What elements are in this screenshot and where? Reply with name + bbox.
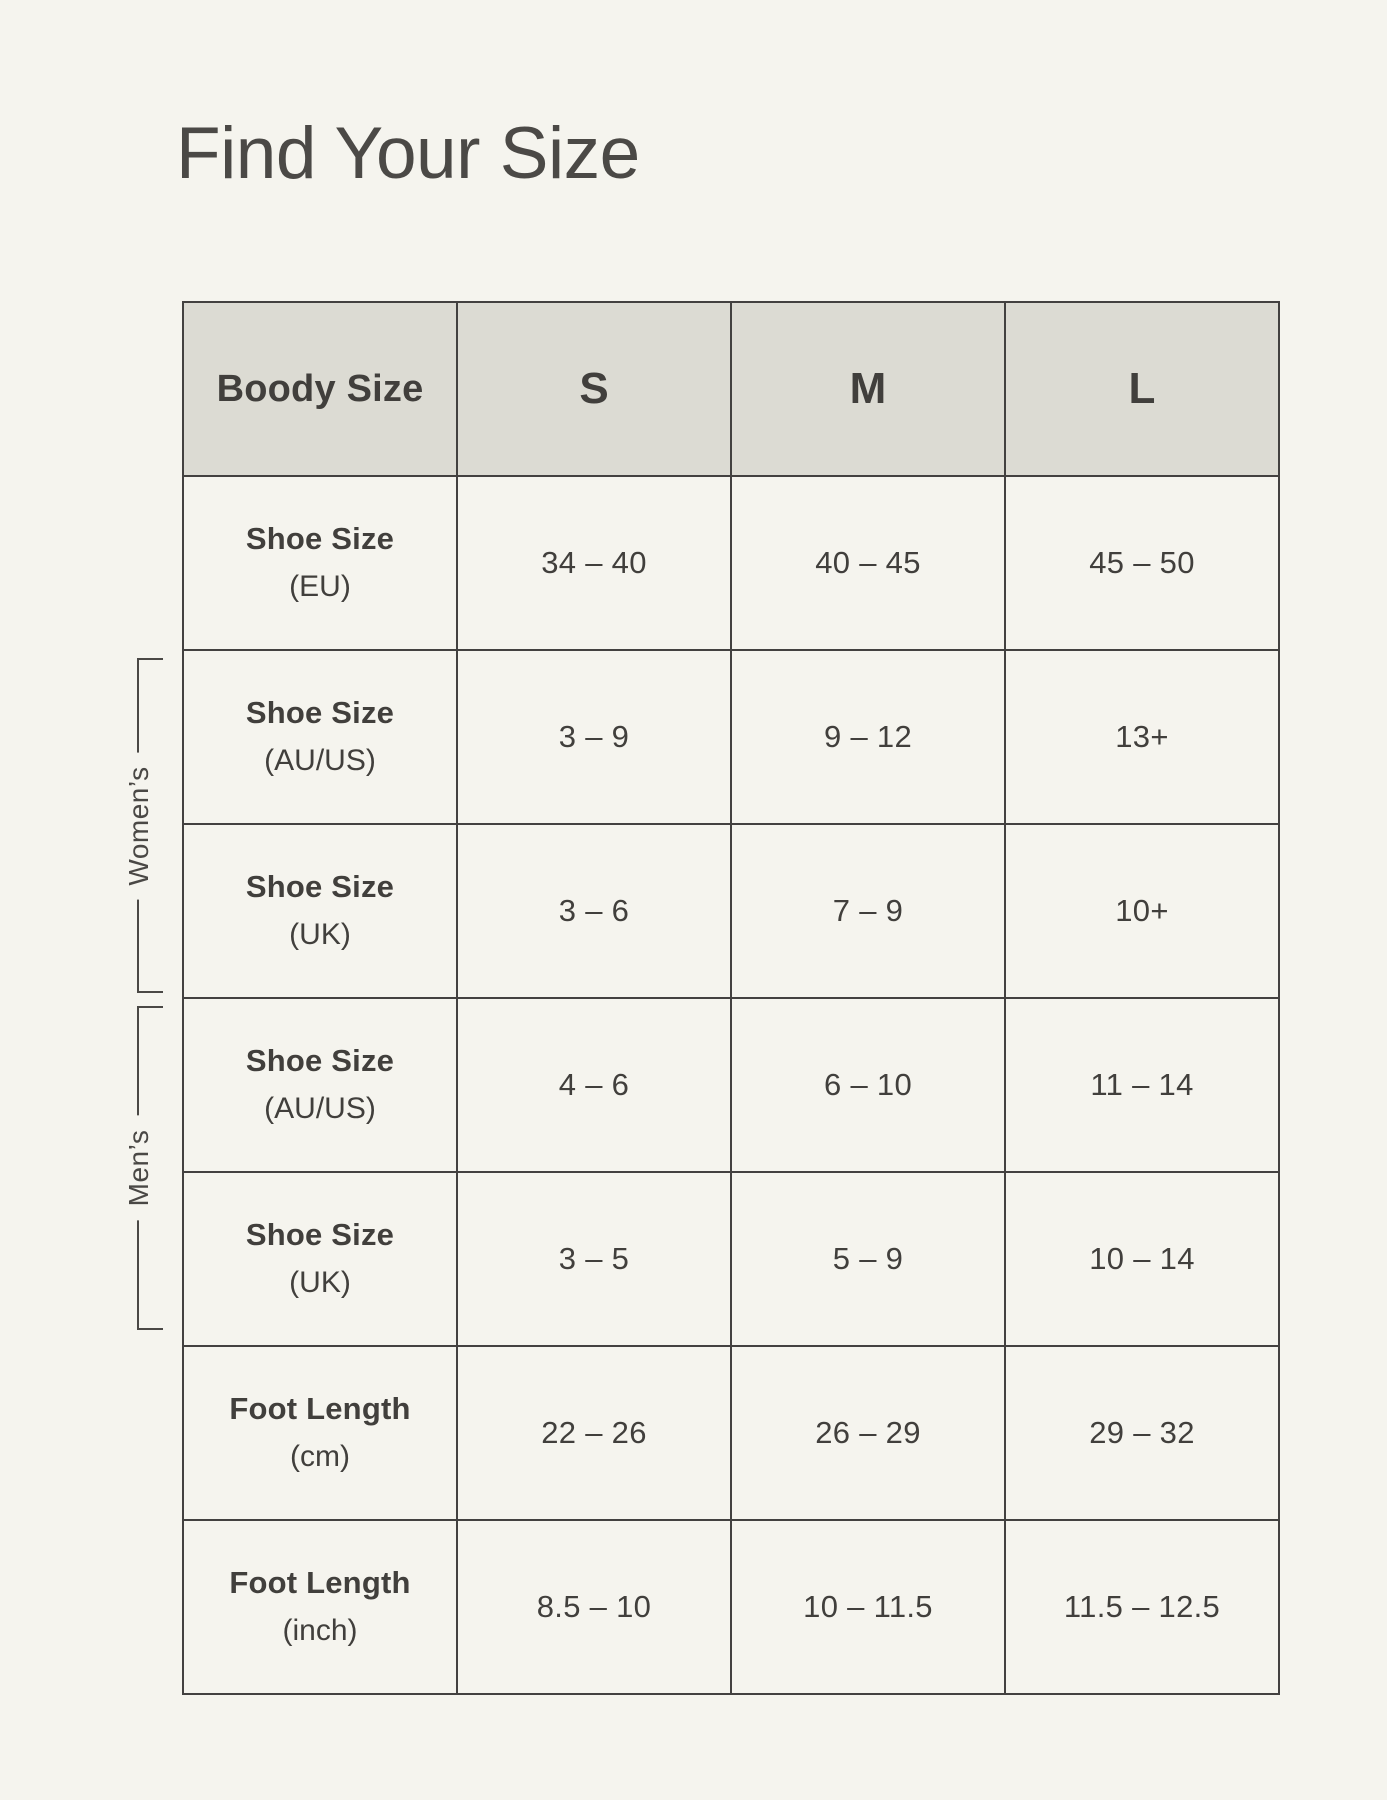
row-label: Foot Length xyxy=(229,1391,411,1426)
row-label-cell: Shoe Size (UK) xyxy=(182,1171,458,1347)
header-cell-size-s: S xyxy=(456,301,732,477)
size-value-cell: 10+ xyxy=(1004,823,1280,999)
size-value-cell: 5 – 9 xyxy=(730,1171,1006,1347)
size-value-cell: 6 – 10 xyxy=(730,997,1006,1173)
row-label-unit: (EU) xyxy=(289,570,351,603)
size-value-cell: 29 – 32 xyxy=(1004,1345,1280,1521)
size-value-cell: 13+ xyxy=(1004,649,1280,825)
header-cell-size-l: L xyxy=(1004,301,1280,477)
size-value-cell: 10 – 11.5 xyxy=(730,1519,1006,1695)
size-value-cell: 22 – 26 xyxy=(456,1345,732,1521)
row-label-unit: (AU/US) xyxy=(264,744,376,777)
row-label-cell: Foot Length (cm) xyxy=(182,1345,458,1521)
row-label: Shoe Size xyxy=(245,869,395,904)
size-value-cell: 40 – 45 xyxy=(730,475,1006,651)
mens-group-bracket: Men’s xyxy=(113,1006,165,1330)
row-label-unit: (AU/US) xyxy=(264,1092,376,1125)
size-value-cell: 7 – 9 xyxy=(730,823,1006,999)
table-row: Foot Length (inch) 8.5 – 10 10 – 11.5 11.5 –… xyxy=(182,1519,1280,1695)
table-row: Shoe Size (EU) 34 – 40 40 – 45 45 – 50 xyxy=(182,475,1280,651)
row-label: Shoe Size xyxy=(245,1043,395,1078)
row-label: Shoe Size xyxy=(245,521,395,556)
size-value-cell: 45 – 50 xyxy=(1004,475,1280,651)
mens-group-label: Men’s xyxy=(113,1115,165,1221)
row-label-unit: (UK) xyxy=(289,1266,351,1299)
header-cell-boody-size: Boody Size xyxy=(182,301,458,477)
size-value-cell: 26 – 29 xyxy=(730,1345,1006,1521)
size-table-body: Shoe Size (EU) 34 – 40 40 – 45 45 – 50 Shoe S… xyxy=(182,475,1280,1695)
row-label-unit: (cm) xyxy=(290,1440,350,1473)
size-value-cell: 3 – 6 xyxy=(456,823,732,999)
table-row: Foot Length (cm) 22 – 26 26 – 29 29 – 32 xyxy=(182,1345,1280,1521)
row-label-cell: Shoe Size (UK) xyxy=(182,823,458,999)
size-value-cell: 8.5 – 10 xyxy=(456,1519,732,1695)
size-value-cell: 11.5 – 12.5 xyxy=(1004,1519,1280,1695)
size-value-cell: 9 – 12 xyxy=(730,649,1006,825)
size-value-cell: 3 – 9 xyxy=(456,649,732,825)
womens-group-bracket: Women’s xyxy=(113,658,165,993)
size-value-cell: 11 – 14 xyxy=(1004,997,1280,1173)
page-title: Find Your Size xyxy=(176,113,640,194)
row-label-cell: Foot Length (inch) xyxy=(182,1519,458,1695)
size-table: Boody Size S M L Shoe Size (EU) 34 – 40 40 … xyxy=(182,301,1280,1695)
size-value-cell: 4 – 6 xyxy=(456,997,732,1173)
row-label: Shoe Size xyxy=(245,695,395,730)
header-cell-size-m: M xyxy=(730,301,1006,477)
row-label: Foot Length xyxy=(229,1565,411,1600)
row-label-cell: Shoe Size (EU) xyxy=(182,475,458,651)
size-value-cell: 10 – 14 xyxy=(1004,1171,1280,1347)
row-label-unit: (inch) xyxy=(282,1614,358,1647)
size-value-cell: 34 – 40 xyxy=(456,475,732,651)
row-label-cell: Shoe Size (AU/US) xyxy=(182,997,458,1173)
row-label: Shoe Size xyxy=(245,1217,395,1252)
size-value-cell: 3 – 5 xyxy=(456,1171,732,1347)
row-label-unit: (UK) xyxy=(289,918,351,951)
womens-group-label: Women’s xyxy=(113,751,165,900)
table-header-row: Boody Size S M L xyxy=(182,301,1280,477)
row-label-cell: Shoe Size (AU/US) xyxy=(182,649,458,825)
